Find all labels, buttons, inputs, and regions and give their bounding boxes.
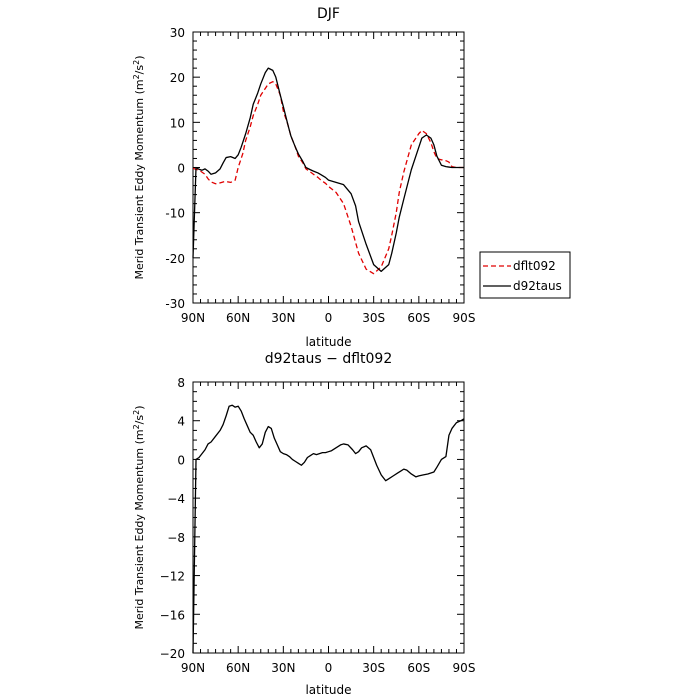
y-tick-label: 20: [170, 71, 185, 85]
x-tick-label: 90N: [181, 661, 205, 675]
bottom-chart-x-axis-label: latitude: [305, 683, 351, 697]
y-tick-label: −8: [167, 531, 185, 545]
top-chart-legend: dflt092 d92taus: [479, 251, 571, 299]
bottom-chart-y-ticks: −20 −16 −12 −8 −4 0 4 8: [160, 376, 464, 661]
x-tick-label: 90S: [453, 661, 476, 675]
y-tick-label: -30: [165, 297, 185, 311]
series-line-d92taus: [192, 67, 464, 273]
series-line-series-0: [192, 404, 465, 654]
bottom-chart-x-ticks: 90N 60N 30N 0 30S 60S 90S: [181, 382, 476, 675]
y-tick-label: -20: [165, 252, 185, 266]
x-tick-label: 30N: [271, 311, 295, 325]
series-line-dflt092: [192, 81, 464, 275]
legend-label-d92taus: d92taus: [513, 279, 562, 293]
top-chart-y-ticks: -30 -20 -10 0 10 20 30: [165, 26, 464, 311]
legend-box: [479, 251, 571, 299]
y-tick-label: −4: [167, 492, 185, 506]
y-tick-label: 30: [170, 26, 185, 40]
bottom-chart: d92taus − dflt092 −20 −16 −12 −8 −4 0 4 8 90N 60…: [132, 351, 475, 697]
x-tick-label: 90S: [453, 311, 476, 325]
x-tick-label: 60N: [226, 311, 250, 325]
legend-label-dflt092: dflt092: [513, 259, 556, 273]
y-tick-label: 8: [177, 376, 185, 390]
x-tick-label: 30S: [362, 311, 385, 325]
y-tick-label: -10: [165, 207, 185, 221]
y-tick-label: −12: [160, 570, 185, 584]
top-chart: DJF -30 -20 -10 0 10 20 30 90N 60N 30N 0 30S 60S 90S…: [132, 6, 571, 349]
bottom-chart-title: d92taus − dflt092: [265, 351, 392, 367]
x-tick-label: 30S: [362, 661, 385, 675]
x-tick-label: 0: [325, 311, 333, 325]
y-tick-label: 0: [177, 162, 185, 176]
x-tick-label: 0: [325, 661, 333, 675]
top-chart-frame: [192, 31, 465, 304]
x-tick-label: 90N: [181, 311, 205, 325]
y-tick-label: 0: [177, 453, 185, 467]
bottom-chart-series: [192, 404, 465, 654]
top-chart-title: DJF: [317, 6, 340, 22]
x-tick-label: 30N: [271, 661, 295, 675]
bottom-chart-frame: [192, 381, 465, 654]
x-tick-label: 60S: [407, 311, 430, 325]
x-tick-label: 60S: [407, 661, 430, 675]
y-tick-label: −16: [160, 608, 185, 622]
top-chart-x-axis-label: latitude: [305, 335, 351, 349]
y-tick-label: 10: [170, 116, 185, 130]
x-tick-label: 60N: [226, 661, 250, 675]
top-chart-x-ticks: 90N 60N 30N 0 30S 60S 90S: [181, 32, 476, 325]
y-tick-label: −20: [160, 647, 185, 661]
top-chart-y-axis-label: Merid Transient Eddy Momentum (m2/s2): [132, 55, 146, 279]
bottom-chart-y-axis-label: Merid Transient Eddy Momentum (m2/s2): [132, 405, 146, 629]
y-tick-label: 4: [177, 415, 185, 429]
top-chart-series: [192, 67, 464, 275]
